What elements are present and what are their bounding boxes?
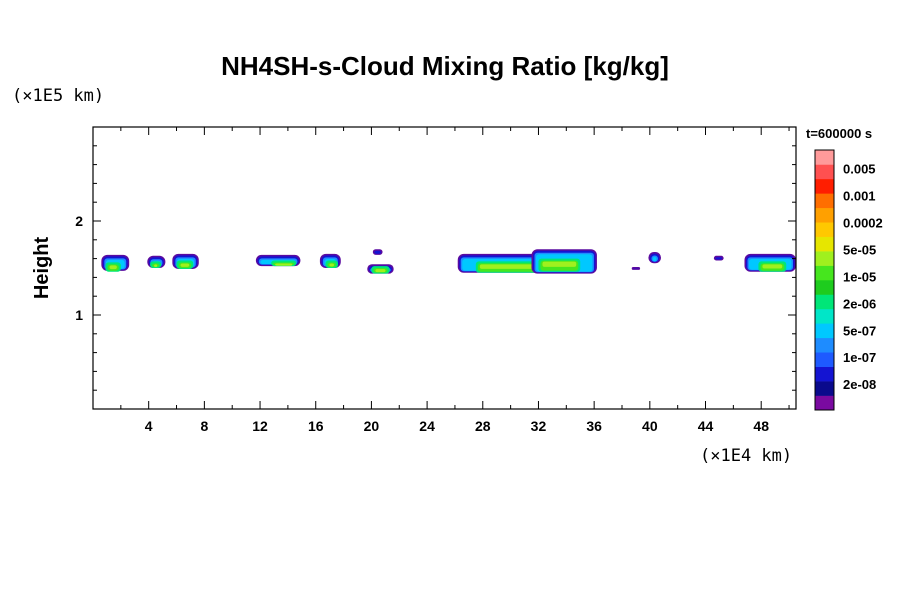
cloud-patch [147, 255, 166, 268]
time-label: t=600000 s [806, 126, 872, 141]
colorbar-swatch [815, 323, 834, 339]
cloud-patch [255, 254, 301, 267]
cloud-core-yellowgreen [762, 264, 783, 269]
colorbar-swatch [815, 294, 834, 310]
colorbar-swatch [815, 265, 834, 281]
colorbar-swatch [815, 207, 834, 223]
plot-frame [92, 126, 797, 410]
cloud-patch [648, 252, 661, 264]
cloud-core-yellowgreen [329, 263, 335, 267]
x-tick-label: 44 [698, 418, 714, 434]
x-tick-label: 8 [200, 418, 208, 434]
cloud-patch [101, 254, 130, 272]
x-tick-label: 48 [753, 418, 769, 434]
colorbar-swatch [815, 352, 834, 367]
cloud-core-yellowgreen [180, 263, 190, 267]
x-tick-label: 12 [252, 418, 268, 434]
colorbar-label: 2e-06 [843, 296, 876, 311]
colorbar-label: 0.005 [843, 161, 876, 176]
cloud-core-yellowgreen [479, 264, 535, 269]
colorbar-swatch [815, 308, 834, 324]
colorbar-label: 5e-07 [843, 323, 876, 338]
colorbar-label: 0.0002 [843, 215, 883, 230]
colorbar-label: 5e-05 [843, 242, 876, 257]
cloud-core-yellowgreen [375, 269, 386, 273]
colorbar-label: 0.001 [843, 188, 876, 203]
cloud-patch [319, 253, 341, 268]
x-tick-label: 4 [145, 418, 153, 434]
cloud-patch [172, 253, 199, 269]
colorbar-swatch [815, 337, 834, 353]
colorbar: 0.005 0.001 0.0002 5e-05 1e-05 2e-06 5e-07 1e-0… [814, 149, 883, 411]
x-tick-label: 24 [419, 418, 435, 434]
cloud-layer-cyan [652, 257, 657, 262]
cloud-core-yellowgreen [154, 264, 158, 268]
colorbar-swatch [815, 178, 834, 194]
colorbar-swatch [815, 251, 834, 266]
colorbar-label: 1e-07 [843, 350, 876, 365]
x-tick-label: 20 [364, 418, 380, 434]
x-tick-label: 16 [308, 418, 324, 434]
colorbar-label: 2e-08 [843, 377, 876, 392]
x-unit-label: (×1E4 km) [700, 446, 792, 466]
y-axis-label: Height [31, 237, 53, 300]
cloud-patch [744, 253, 796, 272]
colorbar-swatch [815, 150, 834, 165]
y-tick-label: 2 [75, 213, 83, 229]
colorbar-swatch [815, 164, 834, 180]
cloud-core-yellowgreen [109, 265, 117, 270]
cloud-layer-blue [374, 250, 382, 254]
colorbar-swatch [815, 381, 834, 396]
colorbar-swatch [815, 366, 834, 382]
cloud-patch [713, 255, 724, 261]
x-tick-label: 28 [475, 418, 491, 434]
colorbar-swatch [815, 193, 834, 209]
chart-title: NH4SH-s-Cloud Mixing Ratio [kg/kg] [221, 51, 669, 81]
cloud-field [101, 249, 796, 274]
cloud-core-yellowgreen [542, 261, 577, 267]
x-tick-label: 36 [586, 418, 602, 434]
cloud-core-yellowgreen [275, 263, 293, 266]
colorbar-label: 1e-05 [843, 269, 876, 284]
y-unit-label: (×1E5 km) [12, 86, 104, 106]
colorbar-swatch [815, 280, 834, 295]
x-tick-label: 32 [531, 418, 547, 434]
cloud-layer-blue [715, 257, 723, 260]
colorbar-swatch [815, 395, 834, 411]
colorbar-swatch [815, 236, 834, 252]
cloud-fringe [631, 267, 641, 270]
cloud-patch [457, 253, 546, 273]
colorbar-swatch [815, 222, 834, 237]
cloud-patch [531, 249, 597, 274]
colorbar-frame [814, 149, 835, 411]
y-tick-label: 1 [75, 307, 83, 323]
x-tick-label: 40 [642, 418, 658, 434]
cloud-patch [372, 249, 383, 255]
cloud-patch [631, 267, 641, 270]
cloud-patch [367, 264, 394, 274]
